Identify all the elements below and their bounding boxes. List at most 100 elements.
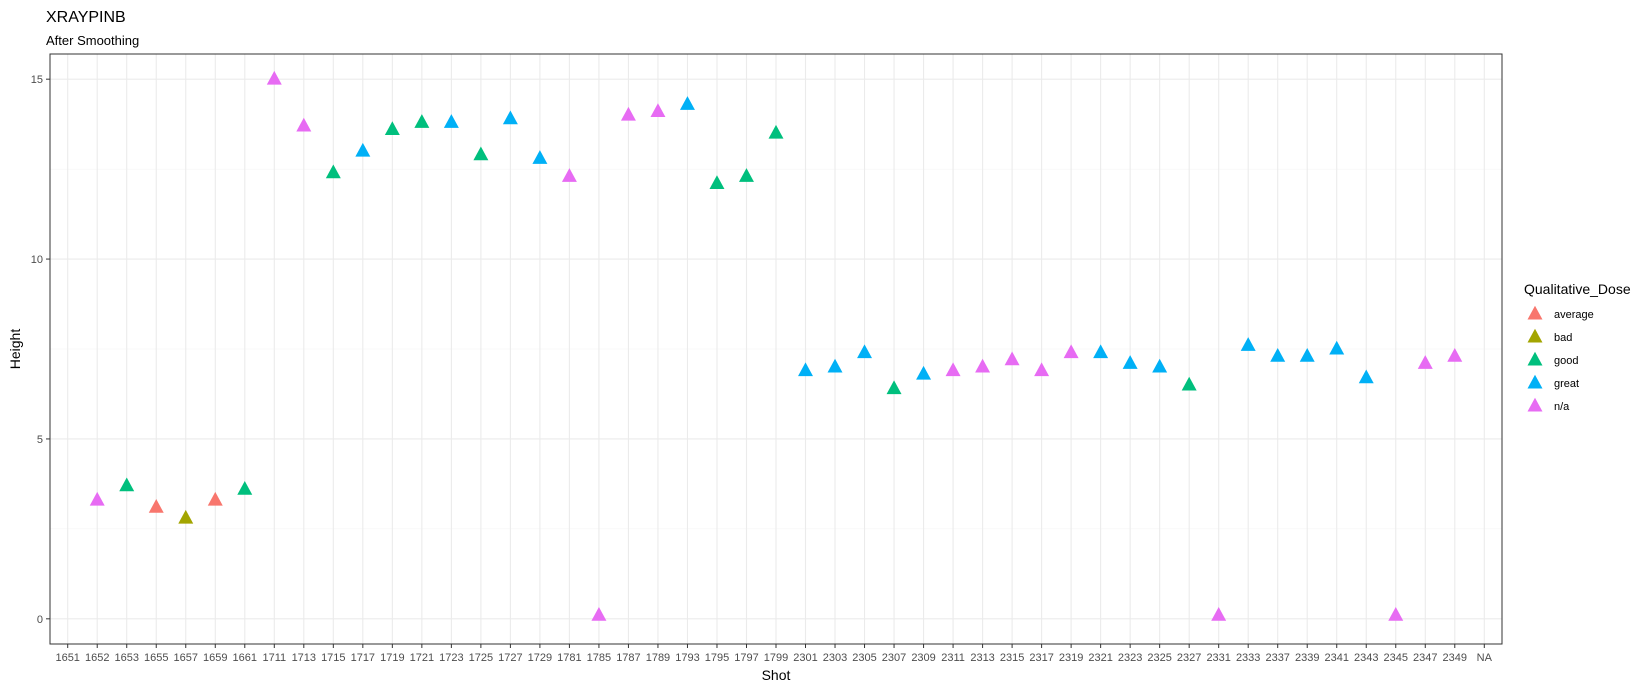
x-axis-label: Shot [762,667,791,683]
data-point [739,168,754,182]
x-tick-label: 1795 [705,652,729,664]
data-point [679,96,695,110]
x-tick-label: 1723 [439,652,463,664]
x-tick-label: 2321 [1088,652,1112,664]
x-tick-label: 1655 [144,652,168,664]
data-point [355,142,371,157]
chart-title: XRAYPINB [46,9,126,26]
x-tick-label: 2341 [1324,652,1348,664]
y-tick-label: 5 [37,434,43,446]
data-point [148,499,164,513]
data-point [1240,337,1256,351]
data-point [1063,344,1079,359]
x-tick-label: 2317 [1029,652,1053,664]
x-tick-label: NA [1477,652,1493,664]
data-point [650,103,666,118]
legend: Qualitative_Dose average bad good great n/a [1524,281,1631,413]
data-point [237,481,253,495]
data-point [591,606,607,621]
x-tick-label: 1785 [587,652,611,664]
data-point [1211,606,1227,621]
legend-label: n/a [1554,401,1570,413]
x-tick-label: 2349 [1443,652,1467,664]
x-tick-label: 1729 [528,652,552,664]
x-tick-label: 2303 [823,652,847,664]
data-point [119,477,135,492]
x-tick-label: 2311 [941,652,965,664]
legend-label: great [1554,378,1579,390]
data-point [384,121,400,136]
data-point [325,164,341,179]
data-point [916,365,932,380]
x-tick-label: 1661 [233,652,257,664]
data-point [473,146,489,161]
x-tick-label: 2345 [1384,652,1408,664]
data-point [827,358,843,373]
x-tick-label: 1717 [351,652,375,664]
x-tick-label: 2323 [1118,652,1142,664]
data-point [945,362,961,377]
y-axis: 0 5 10 15 [31,74,50,626]
data-point [561,168,577,182]
legend-key [1527,397,1543,412]
x-tick-label: 2319 [1059,652,1083,664]
data-point [620,106,636,121]
x-tick-label: 2333 [1236,652,1260,664]
legend-key [1527,374,1543,389]
y-tick-label: 10 [31,254,43,266]
points-layer [89,70,1463,621]
data-point [443,114,459,128]
chart-subtitle: After Smoothing [46,33,139,48]
data-point [768,124,784,139]
y-tick-label: 0 [37,614,43,626]
data-point [1152,358,1168,373]
data-point [1388,606,1404,621]
x-tick-label: 2315 [1000,652,1024,664]
x-tick-label: 1789 [646,652,670,664]
data-point [266,70,282,85]
x-tick-label: 1797 [734,652,758,664]
x-tick-label: 2309 [911,652,935,664]
x-tick-label: 2331 [1206,652,1230,664]
x-tick-label: 1651 [55,652,79,664]
x-tick-label: 1657 [174,652,198,664]
data-point [1270,347,1286,362]
x-tick-label: 2325 [1147,652,1171,664]
x-tick-label: 2347 [1413,652,1437,664]
data-point [1004,351,1020,366]
x-tick-label: 1713 [292,652,316,664]
legend-key [1527,328,1543,343]
x-tick-label: 2307 [882,652,906,664]
data-point [798,362,813,377]
legend-label: bad [1554,332,1572,344]
data-point [886,380,902,395]
data-point [1358,369,1374,384]
x-tick-label: 1715 [321,652,345,664]
legend-label: good [1554,355,1578,367]
x-axis: 1651 1652 1653 1655 1657 1659 1661 1711 1713 1715… [55,644,1493,664]
x-tick-label: 2339 [1295,652,1319,664]
x-tick-label: 1793 [675,652,699,664]
data-point [709,175,725,190]
legend-title: Qualitative_Dose [1524,281,1631,297]
legend-label: average [1554,309,1594,321]
data-point [857,344,873,359]
x-tick-label: 1721 [410,652,434,664]
data-point [532,150,548,164]
x-tick-label: 1787 [616,652,640,664]
data-point [296,117,312,132]
data-point [89,491,105,506]
x-tick-label: 1711 [262,652,286,664]
x-tick-label: 2313 [970,652,994,664]
data-point [1447,347,1463,362]
data-point [1122,355,1138,369]
x-tick-label: 1653 [114,652,138,664]
x-tick-label: 2301 [793,652,817,664]
y-tick-label: 15 [31,74,43,86]
x-tick-label: 1727 [498,652,522,664]
data-point [1181,376,1197,391]
legend-key [1527,305,1543,320]
x-tick-label: 1781 [557,652,581,664]
data-point [975,358,991,373]
